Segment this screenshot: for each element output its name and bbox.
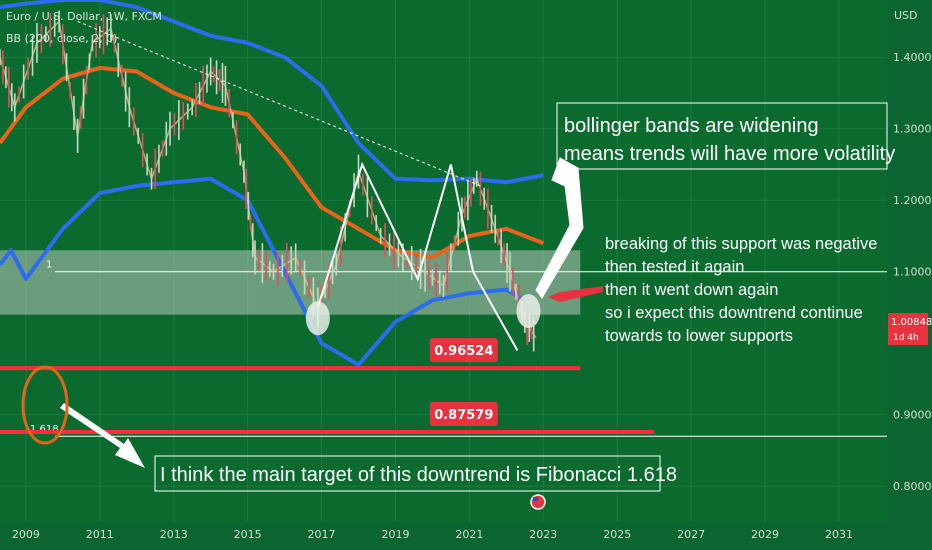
bb-annotation-line-2: means trends will have more volatility (564, 143, 895, 165)
time-axis-panel (0, 522, 932, 550)
price-series (0, 10, 537, 352)
fib-level-label: 1.618 (30, 424, 59, 435)
indicator-title: BB (200, close, 2, 0) (6, 32, 117, 45)
x-tick-label: 2023 (529, 528, 557, 541)
fib-arrow (60, 403, 145, 468)
fib-annotation-box (154, 455, 661, 492)
support-annotation-line-1: breaking of this support was negative (605, 235, 877, 253)
current-price-countdown: 1d 4h (893, 333, 919, 343)
x-tick-label: 2031 (825, 528, 853, 541)
x-tick-label: 2019 (381, 528, 409, 541)
support-price-badge (429, 402, 498, 427)
y-tick-label: 0.80000 (893, 480, 932, 493)
bb-annotation-line-1: bollinger bands are widening (564, 115, 819, 137)
red-pointer-arrow (548, 286, 603, 302)
support-annotation-line-4: so i expect this downtrend continue (605, 304, 863, 322)
touch-circle (516, 294, 541, 329)
support-price-label: 0.96524 (434, 344, 493, 359)
x-tick-label: 2013 (160, 528, 188, 541)
touch-circle (305, 301, 330, 336)
current-price-label: 1.00848 (891, 317, 932, 328)
bb-annotation-box (556, 102, 888, 170)
x-tick-label: 2017 (308, 528, 336, 541)
support-price-badge (429, 338, 498, 363)
y-tick-label: 1.20000 (893, 194, 932, 207)
current-price-badge (888, 313, 928, 345)
chart-drawings (21, 20, 603, 468)
fib-highlight-circle (21, 365, 69, 445)
support-annotation-line-3: then it went down again (605, 281, 778, 299)
x-tick-label: 2021 (455, 528, 483, 541)
fib-annotation-text: I think the main target of this downtren… (160, 464, 677, 486)
x-tick-label: 2027 (677, 528, 705, 541)
zigzag-pattern (316, 161, 519, 351)
descending-trendline (77, 20, 481, 187)
us-flag-canton (533, 497, 538, 501)
x-tick-label: 2015 (234, 528, 262, 541)
support-price-label: 0.87579 (434, 408, 493, 423)
bb-arrow (535, 157, 584, 299)
chart-axes: 2009 2011 2013 2015 2017 2019 2021 2023 2025 2027… (12, 51, 932, 541)
y-tick-label: 1.30000 (893, 123, 932, 136)
x-tick-label: 2009 (12, 528, 40, 541)
currency-label: USD (894, 9, 918, 22)
axis-panel (887, 0, 932, 550)
horizontal-lines: 1 1.618 0.96524 0.87579 (0, 260, 887, 437)
x-tick-label: 2011 (86, 528, 114, 541)
symbol-title: Euro / U.S. Dollar, 1W, FXCM (6, 10, 162, 23)
support-annotation-line-5: towards to lower supports (605, 327, 793, 345)
upper-band-line (0, 0, 544, 185)
y-tick-label: 1.40000 (893, 51, 932, 64)
x-tick-label: 2025 (603, 528, 631, 541)
support-annotation-line-2: then tested it again (605, 258, 744, 276)
fib-level-label: 1 (46, 260, 52, 271)
x-tick-label: 2029 (751, 528, 779, 541)
